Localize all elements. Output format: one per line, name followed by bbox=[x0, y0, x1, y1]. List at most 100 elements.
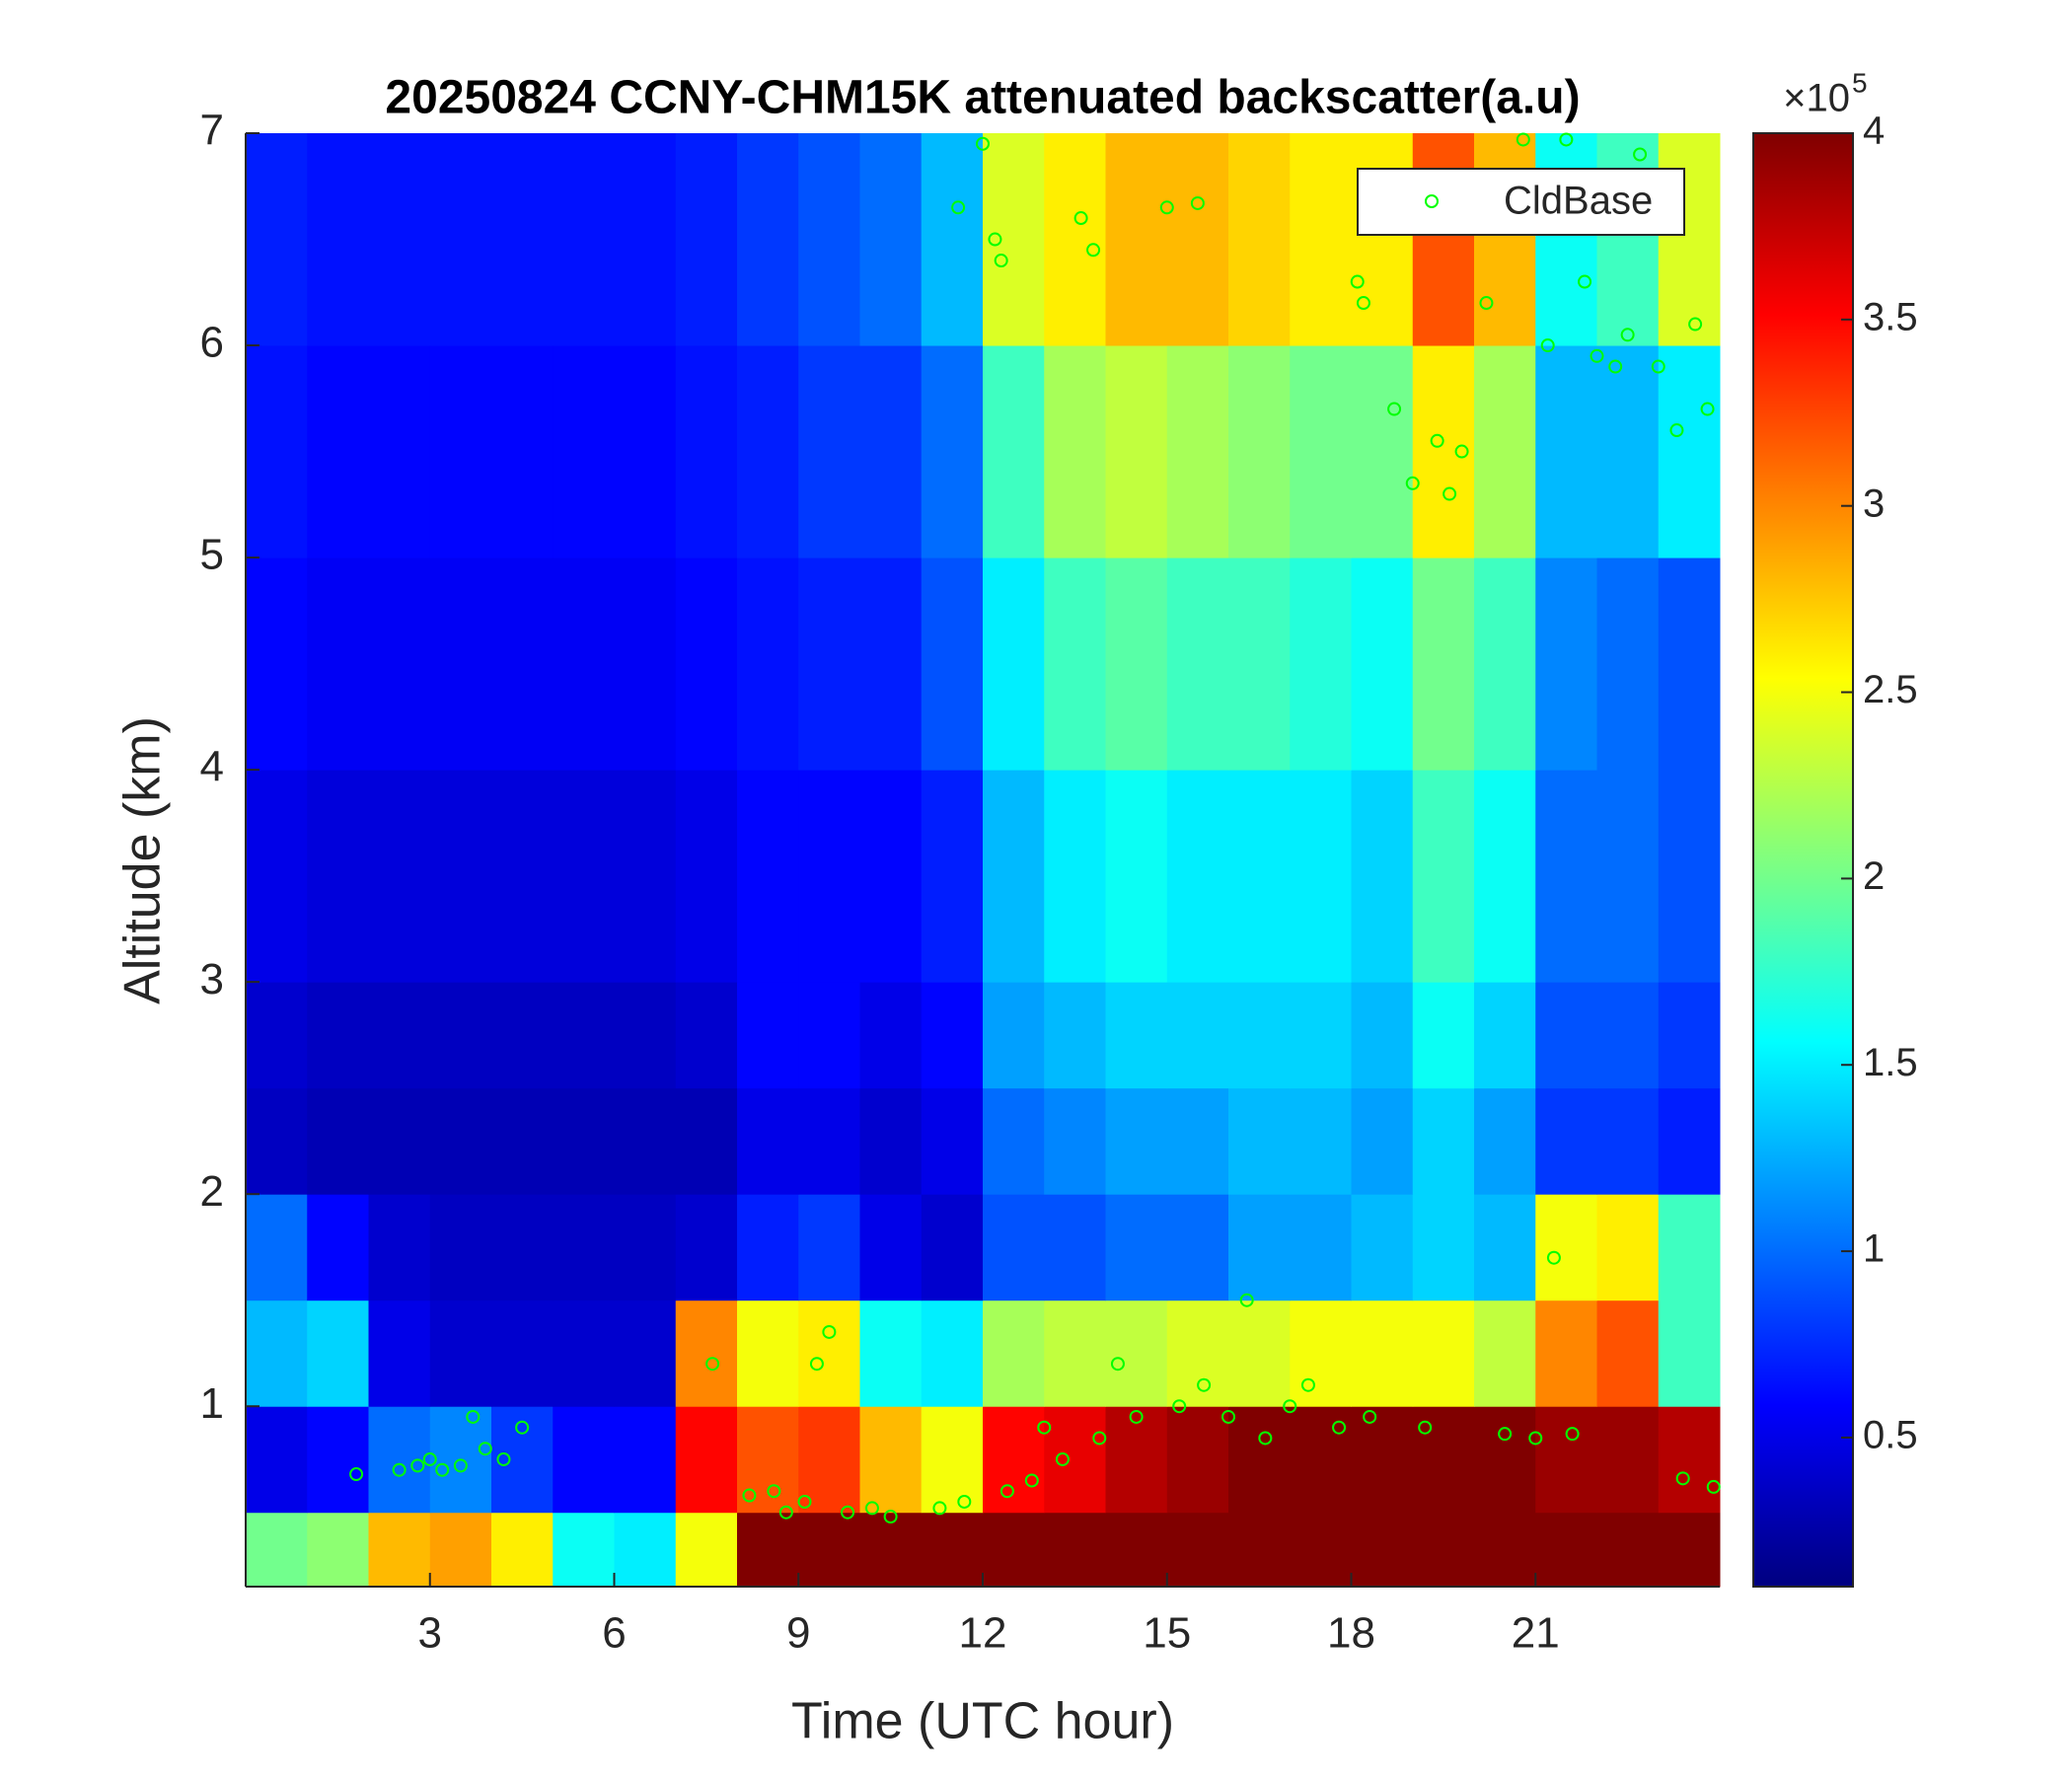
cloud-base-point bbox=[841, 1505, 855, 1520]
cloud-base-point bbox=[742, 1488, 757, 1503]
heatmap-cell bbox=[675, 1512, 738, 1588]
heatmap-cell bbox=[1351, 133, 1414, 346]
cloud-base-point bbox=[883, 1510, 898, 1524]
heatmap-cell bbox=[1228, 133, 1291, 346]
heatmap-cell bbox=[1351, 1194, 1414, 1301]
cloud-base-point bbox=[1239, 1293, 1254, 1307]
heatmap-cell bbox=[368, 557, 431, 771]
heatmap-cell bbox=[1290, 557, 1352, 771]
heatmap-cell bbox=[675, 982, 738, 1089]
heatmap-cell bbox=[1228, 1512, 1291, 1588]
heatmap-cell bbox=[921, 1512, 984, 1588]
heatmap-cell bbox=[307, 345, 369, 558]
heatmap-cell bbox=[921, 770, 984, 983]
heatmap-cell bbox=[983, 1406, 1045, 1514]
heatmap-cell bbox=[307, 557, 369, 771]
heatmap-cell bbox=[675, 557, 738, 771]
heatmap-cell bbox=[983, 982, 1045, 1089]
heatmap-cell bbox=[614, 1194, 677, 1301]
heatmap-cell bbox=[1105, 133, 1168, 346]
heatmap-cell bbox=[859, 1194, 923, 1301]
heatmap-cell bbox=[675, 770, 738, 983]
heatmap-cell bbox=[553, 133, 615, 346]
cloud-base-point bbox=[466, 1409, 481, 1424]
heatmap-cell bbox=[246, 982, 308, 1089]
heatmap-cell bbox=[1044, 1194, 1106, 1301]
heatmap-cell bbox=[921, 1087, 984, 1195]
cloud-base-point bbox=[957, 1494, 972, 1509]
heatmap-cell bbox=[553, 1194, 615, 1301]
chart-title: 20250824 CCNY-CHM15K attenuated backscat… bbox=[385, 72, 1580, 124]
heatmap-cell bbox=[1658, 1087, 1721, 1195]
legend-label: CldBase bbox=[1504, 180, 1653, 223]
heatmap-cell bbox=[1290, 1194, 1352, 1301]
colorbar-multiplier: ×10 bbox=[1783, 77, 1850, 120]
cloud-base-point bbox=[478, 1442, 492, 1456]
heatmap-cell bbox=[1228, 557, 1291, 771]
heatmap-cell bbox=[1596, 133, 1660, 346]
heatmap-cell bbox=[1228, 1299, 1291, 1407]
cloud-base-point bbox=[1565, 1427, 1580, 1442]
heatmap-cell bbox=[1474, 1194, 1536, 1301]
heatmap-cell bbox=[1474, 1512, 1536, 1588]
heatmap-cell bbox=[246, 133, 308, 346]
heatmap-cell bbox=[1412, 557, 1475, 771]
heatmap-cell bbox=[614, 1087, 677, 1195]
heatmap-cell bbox=[368, 770, 431, 983]
heatmap-cell bbox=[1166, 1194, 1229, 1301]
x-tick-label: 6 bbox=[602, 1609, 626, 1658]
legend-marker bbox=[1425, 194, 1439, 208]
cloud-base-point bbox=[1651, 359, 1665, 374]
heatmap-cell bbox=[246, 1512, 308, 1588]
heatmap-cell bbox=[1658, 770, 1721, 983]
heatmap-cell bbox=[1474, 133, 1536, 346]
cloud-base-point bbox=[999, 1484, 1014, 1499]
heatmap-cell bbox=[1474, 345, 1536, 558]
heatmap-cell bbox=[921, 1299, 984, 1407]
heatmap-cell bbox=[1290, 133, 1352, 346]
heatmap-cell bbox=[1535, 345, 1597, 558]
heatmap-cell bbox=[1412, 770, 1475, 983]
legend-box bbox=[1357, 168, 1685, 236]
heatmap-cell bbox=[1228, 1406, 1291, 1514]
heatmap-cell bbox=[1535, 1087, 1597, 1195]
heatmap-cell bbox=[921, 1194, 984, 1301]
heatmap-cell bbox=[859, 770, 923, 983]
heatmap-cell bbox=[737, 1087, 799, 1195]
cloud-base-point bbox=[1418, 1420, 1433, 1435]
cloud-base-point bbox=[1688, 317, 1703, 332]
cloud-base-point bbox=[1300, 1377, 1315, 1392]
cloud-base-point bbox=[1092, 1431, 1107, 1446]
heatmap-cell bbox=[614, 982, 677, 1089]
x-tick-label: 3 bbox=[418, 1609, 442, 1658]
cloud-base-point bbox=[1578, 274, 1592, 289]
heatmap-cell bbox=[737, 133, 799, 346]
heatmap-cell bbox=[1412, 1299, 1475, 1407]
heatmap-cell bbox=[614, 345, 677, 558]
heatmap-cell bbox=[1535, 1512, 1597, 1588]
cloud-base-point bbox=[1073, 211, 1088, 226]
heatmap-cell bbox=[1105, 557, 1168, 771]
heatmap-cell bbox=[614, 133, 677, 346]
heatmap-cell bbox=[921, 133, 984, 346]
cloud-base-point bbox=[1405, 476, 1420, 490]
heatmap-cell bbox=[1535, 133, 1597, 346]
heatmap-cell bbox=[1351, 1087, 1414, 1195]
heatmap-cell bbox=[1474, 982, 1536, 1089]
heatmap-cell bbox=[246, 557, 308, 771]
heatmap-cell bbox=[1535, 1194, 1597, 1301]
heatmap-cell bbox=[675, 1194, 738, 1301]
heatmap-cell bbox=[1351, 557, 1414, 771]
cloud-base-point bbox=[453, 1458, 468, 1473]
heatmap-cell bbox=[1166, 133, 1229, 346]
heatmap-cell bbox=[1044, 133, 1106, 346]
heatmap-cell bbox=[737, 1299, 799, 1407]
heatmap-cell bbox=[1351, 1299, 1414, 1407]
cloud-base-point bbox=[1197, 1377, 1212, 1392]
heatmap-cell bbox=[553, 770, 615, 983]
heatmap-cell bbox=[1166, 1512, 1229, 1588]
heatmap-cell bbox=[368, 1406, 431, 1514]
heatmap-cell bbox=[429, 982, 492, 1089]
heatmap-cell bbox=[1105, 1406, 1168, 1514]
